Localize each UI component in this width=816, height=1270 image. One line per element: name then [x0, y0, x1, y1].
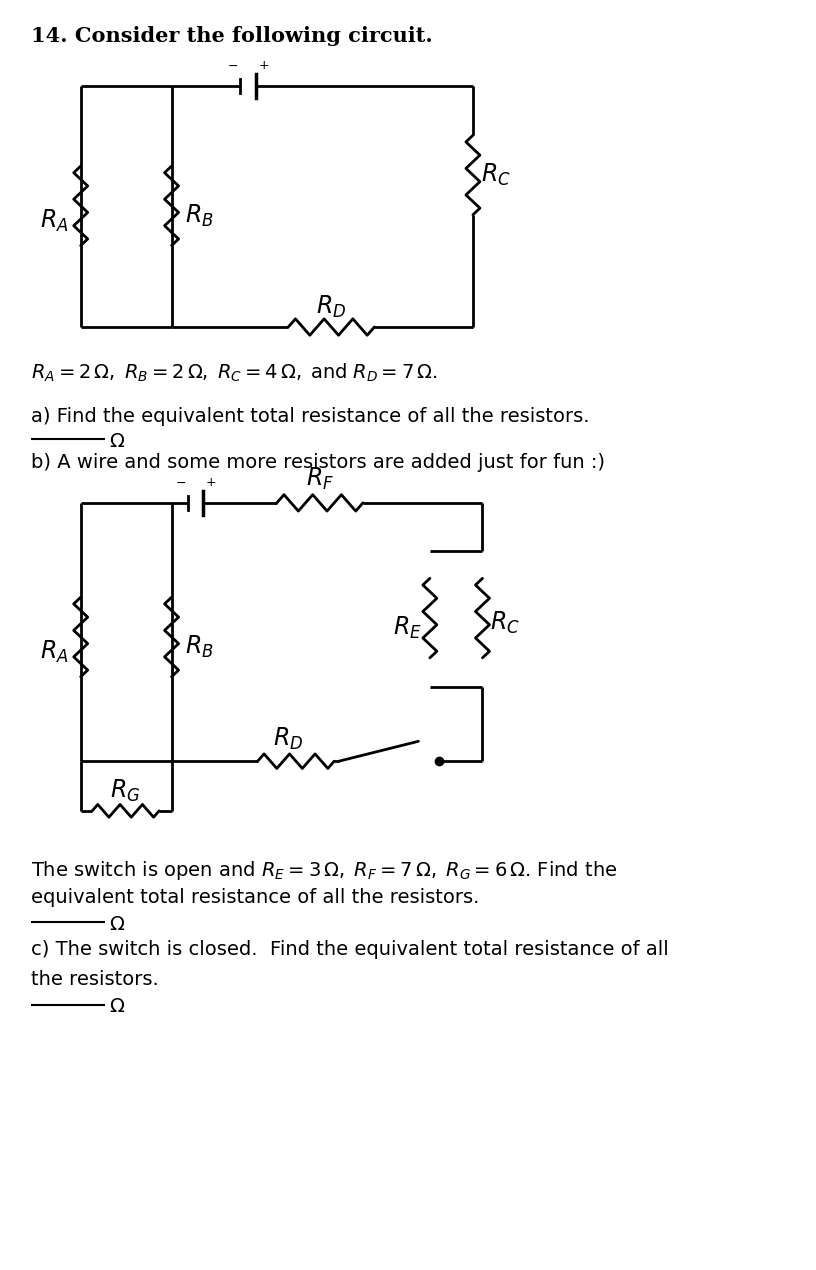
Text: $R_F$: $R_F$ [306, 466, 334, 493]
Text: $\Omega$: $\Omega$ [109, 914, 126, 933]
Text: $R_A$: $R_A$ [40, 207, 69, 234]
Text: $+$: $+$ [205, 476, 216, 489]
Text: $\Omega$: $\Omega$ [109, 432, 126, 451]
Text: c) The switch is closed.  Find the equivalent total resistance of all: c) The switch is closed. Find the equiva… [31, 940, 668, 959]
Text: $R_A = 2\,\Omega,\; R_B = 2\,\Omega,\; R_C = 4\,\Omega,\; \mathrm{and}\; R_D = 7: $R_A = 2\,\Omega,\; R_B = 2\,\Omega,\; R… [31, 362, 437, 384]
Text: equivalent total resistance of all the resistors.: equivalent total resistance of all the r… [31, 888, 479, 907]
Text: $\Omega$: $\Omega$ [109, 997, 126, 1016]
Text: $R_B$: $R_B$ [185, 203, 214, 229]
Text: the resistors.: the resistors. [31, 970, 158, 989]
Text: The switch is open and $R_E = 3\,\Omega,\; R_F = 7\,\Omega,\; R_G = 6\,\Omega$. : The switch is open and $R_E = 3\,\Omega,… [31, 859, 618, 881]
Text: $R_D$: $R_D$ [316, 295, 347, 320]
Text: $+$: $+$ [258, 58, 269, 71]
Text: $R_C$: $R_C$ [490, 610, 520, 636]
Text: $R_D$: $R_D$ [273, 726, 304, 752]
Text: b) A wire and some more resistors are added just for fun :): b) A wire and some more resistors are ad… [31, 453, 605, 472]
Text: $-$: $-$ [175, 476, 186, 489]
Text: $R_G$: $R_G$ [110, 777, 141, 804]
Text: $-$: $-$ [227, 58, 238, 71]
Text: $R_C$: $R_C$ [481, 163, 511, 188]
Text: a) Find the equivalent total resistance of all the resistors.: a) Find the equivalent total resistance … [31, 406, 589, 425]
Text: $R_E$: $R_E$ [393, 615, 422, 641]
Text: $R_A$: $R_A$ [40, 639, 69, 665]
Text: $R_B$: $R_B$ [185, 634, 214, 660]
Text: 14. Consider the following circuit.: 14. Consider the following circuit. [31, 25, 432, 46]
